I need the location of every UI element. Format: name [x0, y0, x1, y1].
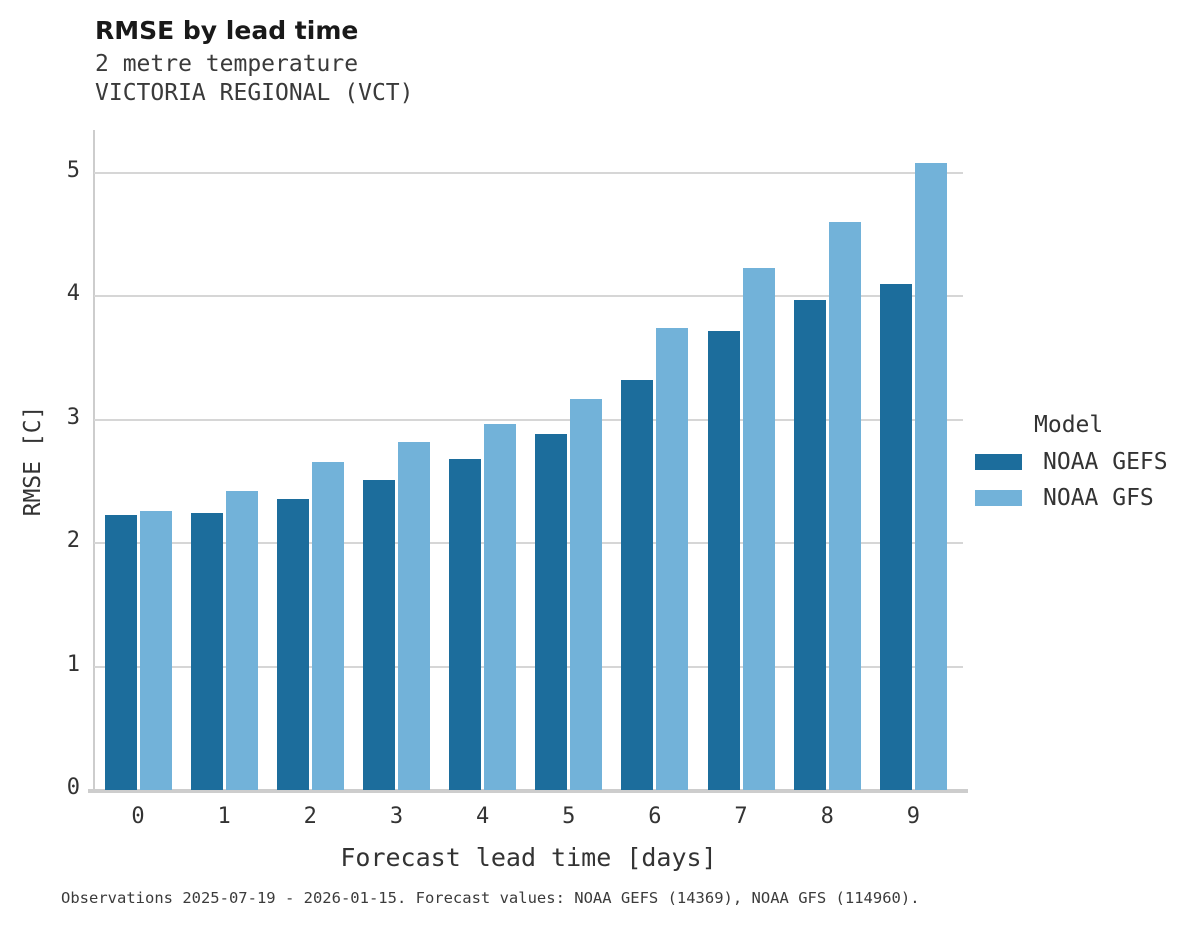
bar-noaa-gefs-lead-1	[190, 513, 223, 790]
x-tick-label-6: 6	[648, 804, 662, 829]
y-tick-label-2: 2	[66, 528, 80, 553]
legend-entry-noaa-gefs: NOAA GEFS	[975, 449, 1185, 475]
x-axis-spine	[88, 789, 968, 793]
x-tick-label-4: 4	[475, 804, 490, 829]
legend-swatch-noaa-gfs	[975, 490, 1022, 506]
x-tick-label-3: 3	[389, 804, 404, 829]
bar-noaa-gefs-lead-6	[621, 379, 654, 790]
y-tick-label-0: 0	[66, 775, 80, 800]
gridline-y-2	[94, 542, 963, 544]
gridline-y-4	[94, 295, 963, 297]
gridline-y-1	[94, 665, 963, 668]
gridline-y-5	[94, 171, 963, 174]
footnote: Observations 2025-07-19 - 2026-01-15. Fo…	[61, 889, 920, 907]
legend-title: Model	[1034, 412, 1104, 438]
bar-noaa-gfs-lead-6	[656, 328, 689, 790]
gridline-y-3	[94, 418, 963, 421]
legend-label-noaa-gefs: NOAA GEFS	[1043, 449, 1168, 475]
y-axis-label: RMSE [C]	[20, 405, 46, 517]
plot-area	[94, 130, 963, 790]
bar-noaa-gefs-lead-0	[104, 514, 137, 790]
x-tick-label-5: 5	[562, 804, 576, 829]
bar-noaa-gfs-lead-3	[397, 441, 430, 790]
legend-label-noaa-gfs: NOAA GFS	[1043, 485, 1154, 511]
x-tick-label-2: 2	[303, 804, 317, 829]
bar-noaa-gefs-lead-9	[879, 283, 912, 790]
bar-noaa-gefs-lead-4	[449, 459, 482, 790]
bar-noaa-gfs-lead-0	[139, 510, 172, 790]
legend-entry-noaa-gfs: NOAA GFS	[975, 485, 1185, 511]
x-tick-label-7: 7	[734, 804, 748, 829]
legend: Model NOAA GEFS NOAA GFS	[975, 412, 1185, 522]
legend-swatch-noaa-gefs	[975, 454, 1022, 470]
bar-noaa-gfs-lead-9	[914, 162, 947, 790]
chart-title: RMSE by lead time	[95, 16, 359, 45]
y-tick-label-3: 3	[66, 404, 80, 430]
y-tick-label-5: 5	[66, 157, 80, 183]
bar-noaa-gefs-lead-8	[793, 299, 826, 790]
bar-noaa-gefs-lead-7	[707, 330, 740, 790]
x-tick-label-9: 9	[906, 804, 920, 829]
bar-noaa-gfs-lead-2	[311, 461, 344, 790]
chart-subtitle-variable: 2 metre temperature	[95, 51, 359, 77]
x-tick-label-1: 1	[217, 804, 231, 829]
x-axis-label: Forecast lead time [days]	[340, 843, 717, 872]
y-tick-label-1: 1	[66, 651, 80, 677]
bar-noaa-gfs-lead-8	[828, 221, 861, 790]
x-tick-label-0: 0	[131, 804, 145, 829]
bar-noaa-gfs-lead-7	[742, 267, 775, 790]
bar-noaa-gfs-lead-5	[570, 398, 603, 790]
chart-subtitle-region: VICTORIA REGIONAL (VCT)	[95, 80, 414, 106]
y-axis-spine	[93, 130, 95, 790]
bar-noaa-gefs-lead-3	[362, 480, 395, 790]
x-tick-label-8: 8	[820, 804, 834, 829]
bar-noaa-gefs-lead-5	[535, 434, 568, 790]
bar-noaa-gfs-lead-1	[225, 491, 258, 790]
bar-noaa-gfs-lead-4	[484, 424, 517, 790]
bar-noaa-gefs-lead-2	[276, 498, 309, 790]
y-tick-label-4: 4	[66, 281, 80, 306]
